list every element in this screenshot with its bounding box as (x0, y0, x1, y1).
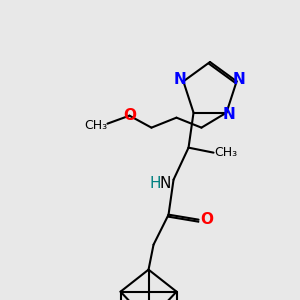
Text: CH₃: CH₃ (84, 119, 107, 132)
Text: CH₃: CH₃ (214, 146, 237, 159)
Text: N: N (174, 72, 187, 87)
Text: N: N (232, 72, 245, 87)
Text: O: O (200, 212, 213, 227)
Text: H: H (150, 176, 161, 191)
Text: O: O (123, 108, 136, 123)
Text: N: N (160, 176, 171, 191)
Text: N: N (223, 107, 236, 122)
